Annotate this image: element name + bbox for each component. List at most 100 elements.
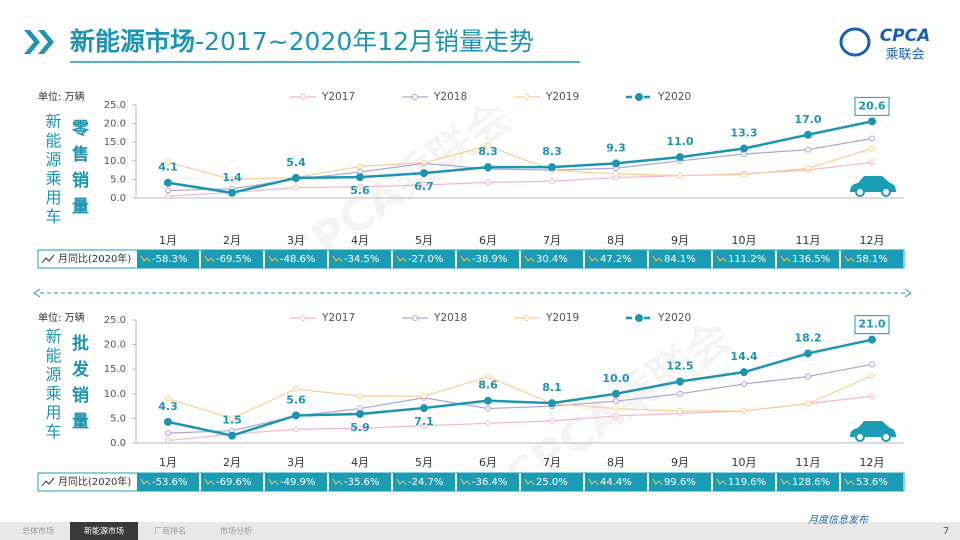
yoy-icon [332,255,343,263]
car-icon [850,421,896,442]
series-line [167,375,873,420]
data-point [293,184,299,191]
legend-marker [524,315,530,321]
metric-label: 零售销量 [68,119,90,223]
data-point [357,163,363,170]
data-point [804,349,812,358]
value-label: 8.3 [478,145,498,158]
legend-label: Y2017 [321,312,355,324]
yoy-icon [204,478,215,486]
car-wheel [881,187,891,197]
legend-label: Y2019 [545,312,579,324]
yoy-cell [585,250,647,268]
yoy-cell [393,473,455,491]
data-point [869,361,875,368]
legend-marker [524,94,530,100]
yoy-cell [841,473,903,491]
value-label: 5.9 [350,421,370,434]
yoy-cell [329,250,391,268]
data-point [485,405,491,412]
data-point [868,117,876,126]
y-tick-label: 0.0 [110,438,126,449]
x-tick-label: 11月 [796,234,821,247]
data-point [165,437,171,444]
car-wheel [855,187,865,197]
y-tick-label: 5.0 [110,174,126,185]
footer-tab: 新能源市场 [84,526,124,536]
logo-text: CPCA [880,26,931,46]
data-point [228,188,236,197]
data-point [805,146,811,153]
data-point [676,377,684,386]
data-point [420,404,428,413]
yoy-icon [716,478,727,486]
x-tick-label: 9月 [671,234,689,247]
data-point [549,178,555,185]
page-number: 7 [943,526,949,537]
data-point [740,144,748,153]
y-tick-label: 15.0 [104,137,126,148]
data-point [293,426,299,433]
value-label: 6.7 [414,180,434,193]
legend-label: Y2018 [433,312,467,324]
data-point [228,431,236,440]
x-tick-label: 2月 [223,234,241,247]
yoy-cell [777,250,839,268]
yoy-icon [41,254,55,264]
data-point [164,178,172,187]
value-label-box [854,96,890,116]
footer-brand: 月度信息发布 [808,514,870,526]
data-point [356,409,364,418]
data-point [741,380,747,387]
yoy-value: -58.3% [152,254,187,265]
yoy-value: 53.6% [856,477,888,488]
legend-marker [300,315,306,321]
yoy-value: -34.5% [344,254,379,265]
data-point [356,173,364,182]
data-point [420,169,428,178]
y-tick-label: 25.0 [104,100,126,111]
yoy-cell [713,250,775,268]
data-point [357,393,363,400]
series-line [167,145,873,181]
yoy-cell [201,473,263,491]
value-label: 5.6 [350,184,370,197]
legend-marker [412,94,418,100]
title-icon [24,30,54,54]
yoy-value: 136.5% [792,254,830,265]
x-tick-label: 3月 [287,456,305,469]
car-wheel [855,432,865,442]
yoy-value: 128.6% [792,477,830,488]
legend-label: Y2019 [545,91,579,103]
legend-marker [635,314,643,322]
value-label: 18.2 [794,331,821,344]
yoy-icon [268,478,279,486]
data-point [677,172,683,179]
yoy-icon [716,255,727,263]
yoy-icon [524,255,535,263]
data-point [165,159,171,166]
yoy-value: -69.6% [216,477,251,488]
unit-label: 单位: 万辆 [38,311,85,324]
value-label: 8.3 [542,145,562,158]
data-point [805,373,811,380]
data-point [421,181,427,188]
yoy-cell [585,473,647,491]
data-point [804,130,812,139]
value-label: 9.3 [606,141,626,154]
data-point [164,417,172,426]
yoy-cell [521,473,583,491]
metric-label: 批发销量 [68,333,90,438]
yoy-icon [332,478,343,486]
yoy-icon [780,255,791,263]
data-point [741,171,747,178]
yoy-value: -35.6% [344,477,379,488]
data-point [484,163,492,172]
data-point [165,395,171,402]
y-tick-label: 10.0 [104,156,126,167]
value-label: 1.4 [222,171,242,184]
logo-sub: 乘联会 [885,48,924,63]
data-point [229,415,235,422]
yoy-value: 119.6% [728,477,766,488]
side-label: 新能源乘用车 [43,328,62,442]
